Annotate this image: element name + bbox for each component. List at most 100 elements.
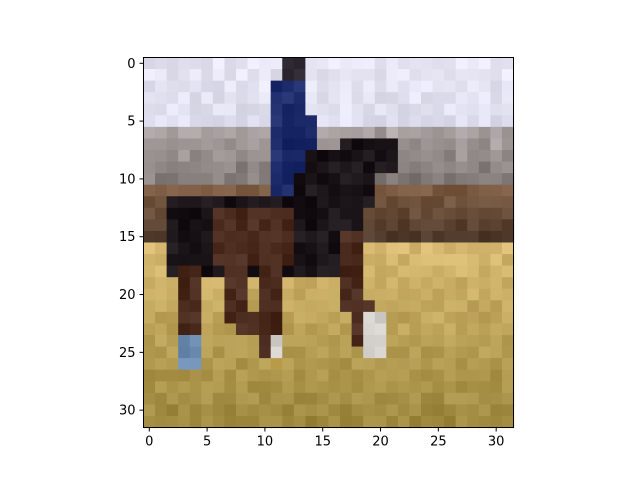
pixel — [433, 115, 445, 127]
pixel — [456, 92, 468, 104]
pixel — [294, 300, 306, 312]
pixel — [421, 127, 433, 139]
pixel — [282, 92, 294, 104]
pixel — [433, 312, 445, 324]
pixel — [352, 243, 364, 255]
pixel — [167, 104, 179, 116]
pixel — [259, 312, 271, 324]
x-tick-label: 5 — [203, 435, 211, 450]
pixel — [386, 196, 398, 208]
pixel — [236, 289, 248, 301]
pixel — [259, 81, 271, 93]
pixel — [329, 231, 341, 243]
pixel — [178, 219, 190, 231]
pixel — [248, 335, 260, 347]
pixel — [294, 231, 306, 243]
pixel — [167, 289, 179, 301]
pixel — [305, 208, 317, 220]
pixel-grid — [144, 58, 515, 429]
pixel — [305, 243, 317, 255]
pixel — [467, 300, 479, 312]
pixel — [144, 162, 156, 174]
pixel — [167, 312, 179, 324]
pixel — [271, 404, 283, 416]
pixel — [375, 69, 387, 81]
pixel — [305, 254, 317, 266]
pixel — [386, 127, 398, 139]
pixel — [305, 162, 317, 174]
pixel — [398, 370, 410, 382]
pixel — [144, 358, 156, 370]
pixel — [340, 196, 352, 208]
pixel — [294, 104, 306, 116]
pixel — [190, 404, 202, 416]
pixel — [213, 312, 225, 324]
pixel — [144, 115, 156, 127]
pixel — [352, 300, 364, 312]
pixel — [259, 127, 271, 139]
pixel — [271, 370, 283, 382]
pixel — [201, 300, 213, 312]
pixel — [236, 254, 248, 266]
pixel — [502, 266, 514, 278]
pixel — [409, 277, 421, 289]
pixel — [201, 323, 213, 335]
pixel — [386, 104, 398, 116]
pixel — [409, 81, 421, 93]
pixel — [329, 208, 341, 220]
pixel — [155, 277, 167, 289]
pixel — [271, 277, 283, 289]
pixel — [224, 150, 236, 162]
pixel — [421, 104, 433, 116]
pixel — [317, 277, 329, 289]
pixel — [456, 335, 468, 347]
pixel — [201, 127, 213, 139]
pixel — [248, 81, 260, 93]
pixel — [155, 208, 167, 220]
pixel — [213, 69, 225, 81]
pixel — [329, 196, 341, 208]
pixel — [201, 150, 213, 162]
pixel — [421, 115, 433, 127]
pixel — [294, 289, 306, 301]
pixel — [213, 127, 225, 139]
pixel — [259, 370, 271, 382]
pixel — [155, 185, 167, 197]
pixel — [144, 347, 156, 359]
pixel — [479, 92, 491, 104]
pixel — [433, 300, 445, 312]
pixel — [248, 370, 260, 382]
pixel — [352, 150, 364, 162]
pixel — [282, 219, 294, 231]
pixel — [155, 335, 167, 347]
pixel — [305, 115, 317, 127]
pixel — [340, 208, 352, 220]
pixel — [398, 381, 410, 393]
pixel — [409, 162, 421, 174]
pixel — [144, 300, 156, 312]
pixel — [248, 266, 260, 278]
pixel — [155, 370, 167, 382]
pixel — [409, 185, 421, 197]
pixel — [375, 254, 387, 266]
pixel — [282, 358, 294, 370]
pixel — [294, 196, 306, 208]
pixel — [433, 243, 445, 255]
pixel — [386, 323, 398, 335]
pixel — [409, 312, 421, 324]
pixel — [167, 277, 179, 289]
pixel — [363, 266, 375, 278]
pixel — [190, 254, 202, 266]
pixel — [479, 219, 491, 231]
pixel — [190, 115, 202, 127]
pixel — [248, 185, 260, 197]
pixel — [386, 370, 398, 382]
pixel — [363, 231, 375, 243]
pixel — [167, 58, 179, 70]
pixel — [155, 289, 167, 301]
pixel — [490, 219, 502, 231]
pixel — [259, 173, 271, 185]
pixel — [433, 335, 445, 347]
pixel — [352, 370, 364, 382]
pixel — [201, 138, 213, 150]
